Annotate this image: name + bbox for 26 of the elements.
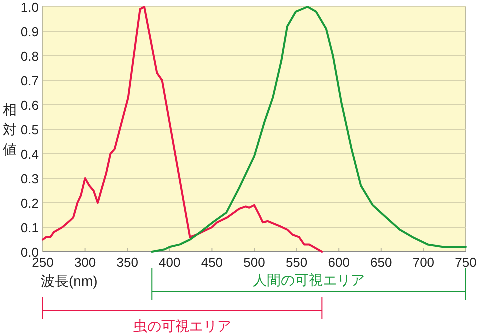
y-tick-label: 0.6 [20,98,39,113]
y-tick-label: 0.8 [20,49,39,64]
y-tick-label: 0.4 [20,147,39,162]
y-tick-label: 0.1 [20,220,39,236]
y-tick-label: 1.0 [20,0,39,15]
line-series [42,6,324,253]
x-tick-label: 300 [74,255,96,270]
text: 虫の可視エリア [134,318,232,334]
x-tick-label: 700 [412,255,435,270]
x-tick-label: 650 [370,255,392,270]
y-tick-label: 0.2 [20,196,39,211]
x-tick-label: 350 [116,255,138,270]
y-tick-label: 0.9 [20,24,39,40]
x-axis-title: 波長(nm) [41,273,98,289]
line-series [151,6,467,253]
x-tick-label: 550 [286,255,308,270]
x-tick-label: 400 [159,255,181,270]
x-tick-label: 750 [455,255,477,270]
x-tick-label: 600 [328,255,350,270]
text: 人間の可視エリア [253,272,366,288]
x-tick-label: 500 [244,255,266,270]
y-tick-label: 0.5 [20,122,39,138]
x-tick-label: 450 [201,255,224,270]
y-tick-label: 0.3 [20,172,39,186]
y-axis-title: 相対値 [3,102,17,158]
y-tick-label: 0.7 [20,74,39,88]
